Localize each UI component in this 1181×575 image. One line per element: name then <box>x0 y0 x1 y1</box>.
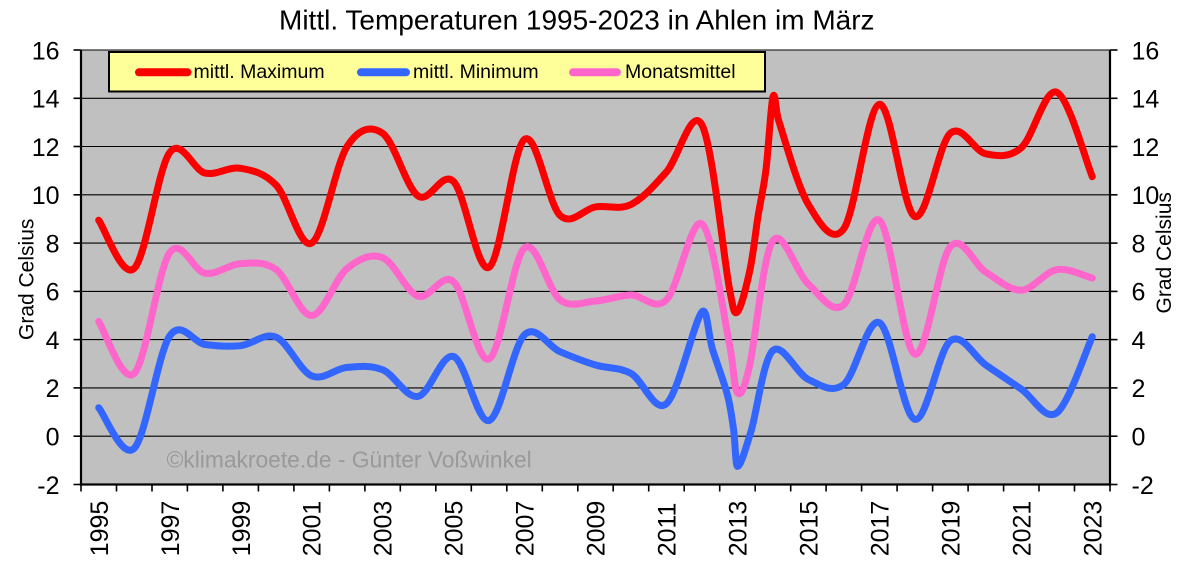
svg-text:2007: 2007 <box>512 501 540 557</box>
svg-text:4: 4 <box>46 327 60 355</box>
svg-text:2011: 2011 <box>654 503 682 557</box>
svg-text:Grad Celsius: Grad Celsius <box>1153 192 1176 313</box>
svg-text:14: 14 <box>1132 86 1160 114</box>
svg-text:0: 0 <box>1132 424 1146 452</box>
svg-text:0: 0 <box>46 424 60 452</box>
svg-text:2013: 2013 <box>725 501 753 557</box>
svg-text:8: 8 <box>1132 230 1146 258</box>
svg-text:1999: 1999 <box>228 501 256 557</box>
svg-text:2021: 2021 <box>1008 501 1036 557</box>
svg-text:16: 16 <box>1132 37 1160 65</box>
svg-text:2: 2 <box>1132 375 1146 403</box>
svg-text:10: 10 <box>1132 182 1160 210</box>
svg-text:mittl. Maximum: mittl. Maximum <box>194 61 325 83</box>
svg-text:2017: 2017 <box>867 501 895 557</box>
svg-text:©klimakroete.de - Günter Voßwi: ©klimakroete.de - Günter Voßwinkel <box>167 446 532 472</box>
svg-text:14: 14 <box>32 86 60 114</box>
svg-text:2009: 2009 <box>583 501 611 557</box>
svg-text:2023: 2023 <box>1079 501 1107 557</box>
svg-text:16: 16 <box>32 37 60 65</box>
svg-text:2015: 2015 <box>796 501 824 557</box>
svg-text:1995: 1995 <box>86 501 114 557</box>
svg-text:2001: 2001 <box>299 501 327 557</box>
svg-text:mittl. Minimum: mittl. Minimum <box>413 61 539 83</box>
svg-text:2019: 2019 <box>937 501 965 557</box>
svg-text:-2: -2 <box>1132 472 1154 500</box>
svg-text:12: 12 <box>1132 134 1160 162</box>
svg-text:10: 10 <box>32 182 60 210</box>
svg-text:6: 6 <box>46 279 60 307</box>
svg-text:2: 2 <box>46 375 60 403</box>
svg-text:8: 8 <box>46 230 60 258</box>
svg-text:1997: 1997 <box>157 501 185 557</box>
svg-text:Mittl. Temperaturen 1995-2023: Mittl. Temperaturen 1995-2023 in Ahlen i… <box>279 5 875 36</box>
svg-text:6: 6 <box>1132 279 1146 307</box>
svg-text:4: 4 <box>1132 327 1146 355</box>
svg-text:12: 12 <box>32 134 60 162</box>
svg-text:Grad Celsius: Grad Celsius <box>16 219 39 340</box>
svg-text:2005: 2005 <box>441 501 469 557</box>
svg-text:-2: -2 <box>37 472 59 500</box>
svg-text:2003: 2003 <box>370 501 398 557</box>
svg-text:Monatsmittel: Monatsmittel <box>625 61 736 83</box>
